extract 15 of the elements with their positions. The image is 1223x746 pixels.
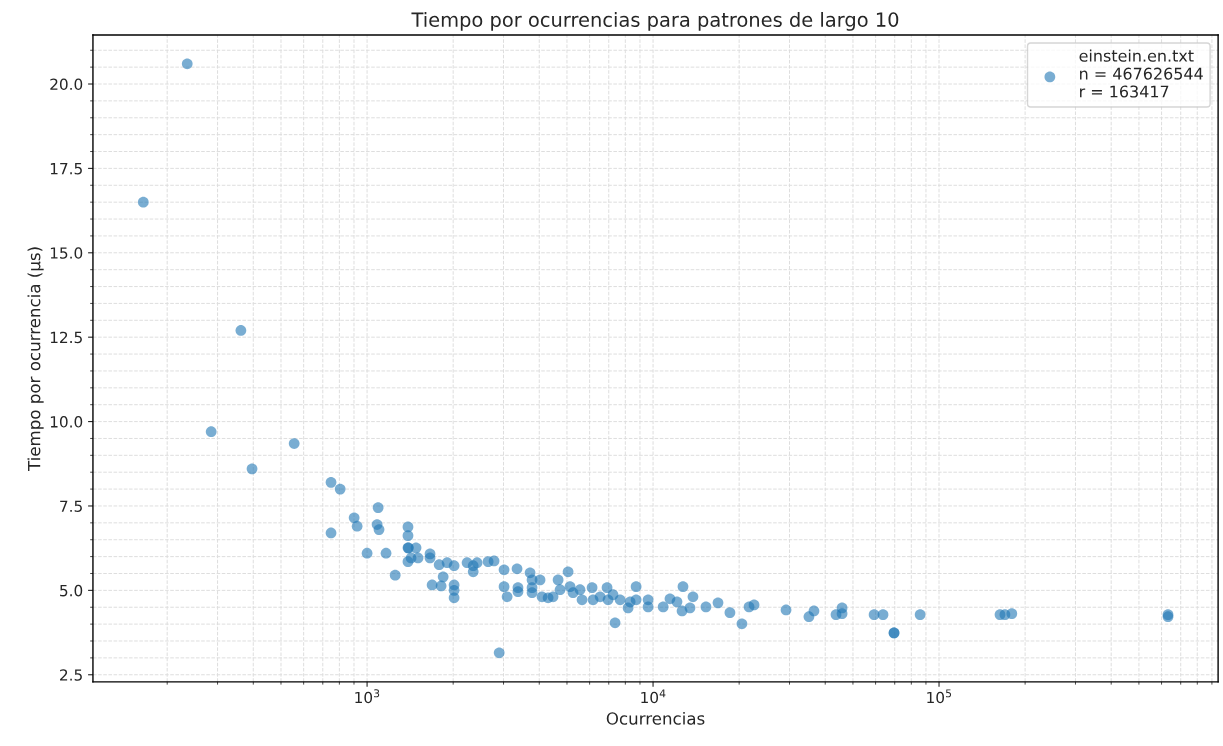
y-tick-label: 17.5 xyxy=(50,163,82,175)
x-tick-label: 10$^{4}$ xyxy=(641,689,666,704)
chart-title: Tiempo por ocurrencias para patrones de largo 10 xyxy=(411,11,899,31)
x-tick-label: 10$^{5}$ xyxy=(927,689,952,704)
legend-label: einstein.en.txt n = 467626544 r = 163417 xyxy=(1079,49,1203,98)
x-axis-title: Ocurrencias xyxy=(606,711,705,725)
y-axis-title: Tiempo por ocurrencia (μs) xyxy=(27,247,44,472)
y-tick-label: 7.5 xyxy=(60,500,82,512)
y-tick-label: 2.5 xyxy=(60,669,82,681)
x-tick-label: 10$^{3}$ xyxy=(355,689,380,704)
y-tick-label: 12.5 xyxy=(50,331,82,344)
y-tick-label: 15.0 xyxy=(50,247,83,259)
y-tick-label: 20.0 xyxy=(50,78,83,91)
y-tick-label: 10.0 xyxy=(50,416,83,428)
y-tick-label: 5.0 xyxy=(60,584,83,597)
